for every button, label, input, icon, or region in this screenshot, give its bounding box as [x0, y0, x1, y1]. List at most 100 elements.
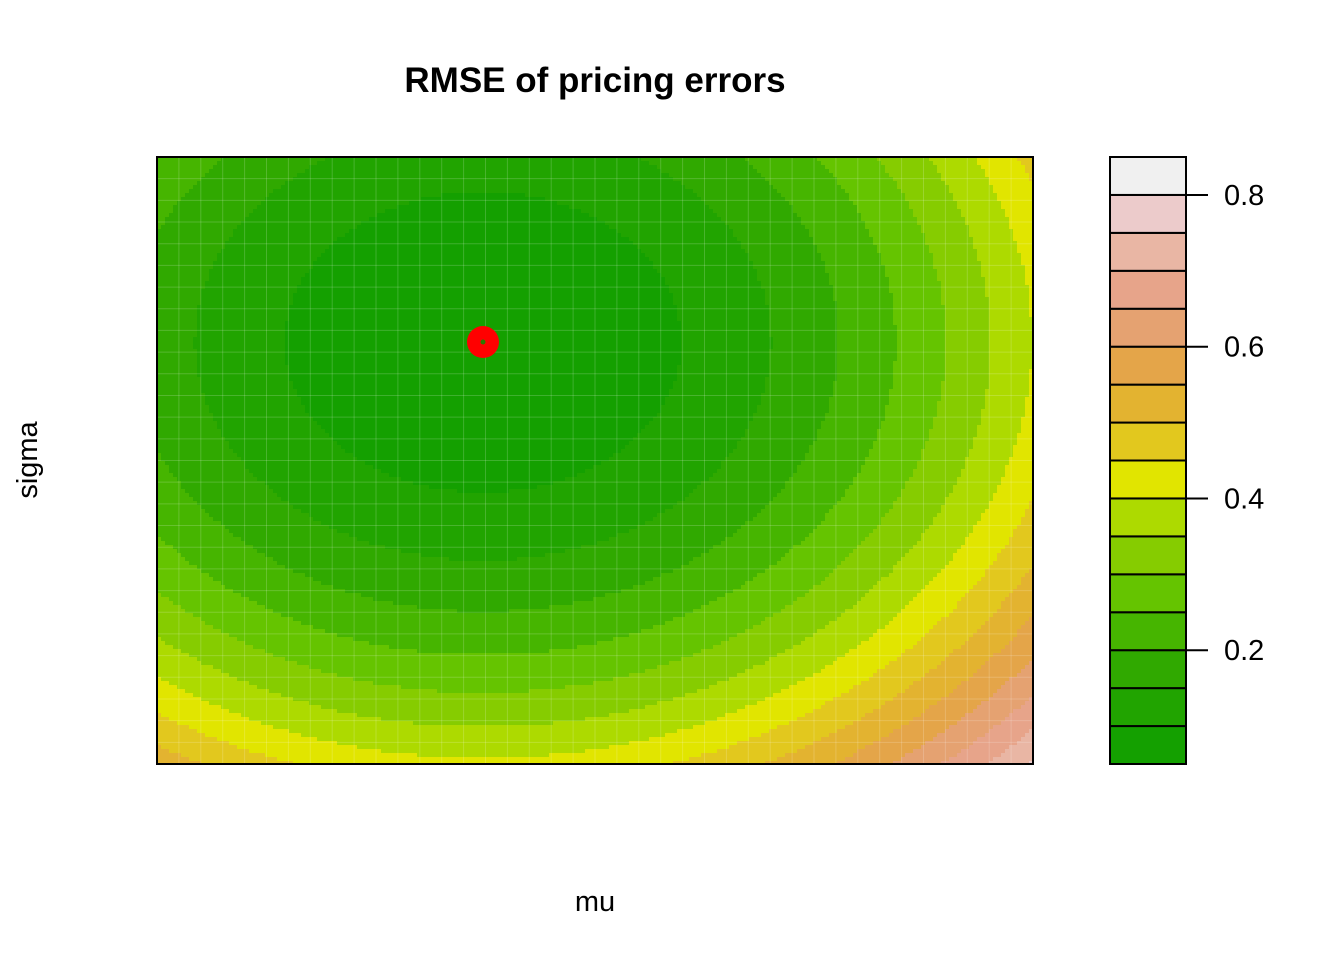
contour-band-cell — [609, 745, 730, 750]
contour-band-cell — [893, 177, 942, 182]
contour-band-cell — [985, 405, 1026, 410]
contour-band-cell — [769, 365, 838, 370]
contour-band-cell — [913, 749, 962, 754]
contour-band-cell — [873, 445, 926, 450]
contour-band-cell — [817, 429, 878, 434]
contour-band-cell — [157, 277, 210, 282]
contour-band-cell — [353, 637, 614, 642]
contour-band-cell — [609, 457, 726, 462]
contour-band-cell — [973, 741, 1018, 746]
colorbar-axis: 0.20.40.60.8 — [1186, 180, 1264, 667]
contour-band-cell — [341, 445, 626, 450]
contour-band-cell — [821, 705, 882, 710]
contour-band-cell — [917, 217, 966, 222]
contour-band-cell — [297, 393, 670, 398]
contour-band-cell — [985, 733, 1026, 738]
contour-band-cell — [857, 645, 914, 650]
contour-band-cell — [765, 297, 834, 302]
contour-band-cell — [981, 513, 1026, 518]
contour-band-cell — [1021, 705, 1033, 710]
contour-band-cell — [1025, 573, 1033, 578]
contour-band-cell — [157, 565, 198, 570]
contour-band-cell — [761, 733, 830, 738]
contour-band-cell — [825, 417, 886, 422]
contour-band-cell — [1009, 221, 1033, 226]
contour-band-cell — [941, 509, 986, 514]
contour-band-cell — [889, 281, 942, 286]
contour-band-cell — [217, 421, 318, 426]
contour-band-cell — [265, 553, 422, 558]
contour-band-cell — [929, 705, 978, 710]
contour-band-cell — [157, 573, 210, 578]
contour-band-cell — [157, 405, 210, 410]
contour-band-cell — [837, 341, 898, 346]
contour-band-cell — [981, 625, 1022, 630]
contour-band-cell — [969, 229, 1014, 234]
contour-band-cell — [925, 233, 970, 238]
contour-band-cell — [953, 197, 998, 202]
contour-band-cell — [885, 405, 938, 410]
contour-band-cell — [929, 629, 978, 634]
contour-band-cell — [1009, 537, 1033, 542]
contour-band-cell — [897, 613, 950, 618]
contour-band-cell — [1009, 457, 1033, 462]
contour-band-cell — [1021, 625, 1033, 630]
contour-band-cell — [989, 377, 1030, 382]
contour-band-cell — [157, 477, 178, 482]
contour-band-cell — [321, 253, 646, 258]
contour-band-cell — [869, 453, 922, 458]
contour-band-cell — [953, 553, 998, 558]
colorbar-swatch — [1109, 307, 1187, 348]
contour-band-cell — [393, 601, 574, 606]
contour-band-cell — [873, 633, 926, 638]
contour-band-cell — [869, 233, 926, 238]
contour-band-cell — [1029, 393, 1033, 398]
contour-band-cell — [769, 325, 838, 330]
contour-band-cell — [989, 325, 1033, 330]
contour-band-cell — [893, 761, 942, 764]
contour-band-cell — [157, 685, 178, 690]
contour-band-cell — [893, 505, 942, 510]
contour-band-cell — [285, 657, 682, 662]
contour-band-cell — [157, 241, 226, 246]
contour-band-cell — [969, 589, 1014, 594]
chart-title: RMSE of pricing errors — [404, 61, 785, 100]
contour-band-cell — [941, 569, 986, 574]
contour-band-cell — [717, 597, 798, 602]
contour-band-cell — [681, 565, 770, 570]
contour-band-cell — [189, 725, 274, 730]
contour-band-cell — [181, 753, 266, 758]
contour-band-cell — [905, 689, 954, 694]
contour-band-cell — [981, 409, 1026, 414]
contour-band-cell — [289, 305, 678, 310]
contour-band-cell — [157, 237, 230, 242]
contour-band-cell — [945, 729, 990, 734]
contour-band-cell — [949, 613, 994, 618]
contour-band-cell — [277, 561, 690, 566]
contour-band-cell — [265, 753, 418, 758]
contour-band-cell — [797, 681, 862, 686]
contour-band-cell — [765, 289, 834, 294]
contour-band-cell — [157, 201, 178, 206]
contour-band-cell — [793, 545, 858, 550]
contour-band-cell — [985, 173, 1030, 178]
contour-band-cell — [989, 373, 1030, 378]
contour-band-cell — [229, 445, 342, 450]
contour-band-cell — [1021, 161, 1033, 166]
contour-band-cell — [985, 397, 1026, 402]
contour-band-cell — [157, 561, 190, 566]
contour-band-cell — [157, 517, 214, 522]
contour-band-cell — [709, 601, 794, 606]
contour-band-cell — [157, 649, 182, 654]
contour-band-cell — [1021, 417, 1033, 422]
contour-band-cell — [869, 449, 922, 454]
contour-band-cell — [757, 405, 830, 410]
contour-band-cell — [941, 173, 986, 178]
contour-band-cell — [945, 657, 990, 662]
contour-band-cell — [869, 229, 922, 234]
contour-band-cell — [901, 493, 950, 498]
contour-band-cell — [837, 353, 898, 358]
contour-band-cell — [381, 469, 586, 474]
contour-band-cell — [185, 689, 270, 694]
colorbar-swatch — [1109, 573, 1187, 614]
